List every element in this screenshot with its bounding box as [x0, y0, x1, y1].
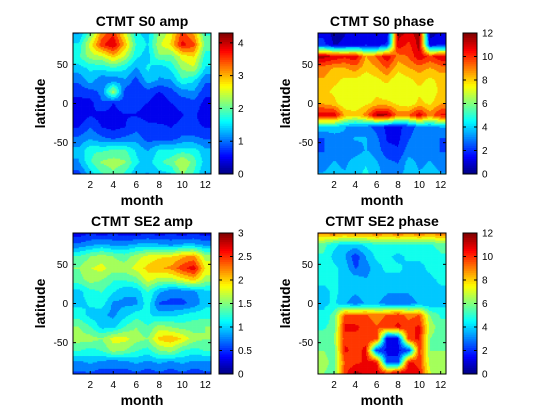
heatmap-field: [73, 33, 211, 174]
